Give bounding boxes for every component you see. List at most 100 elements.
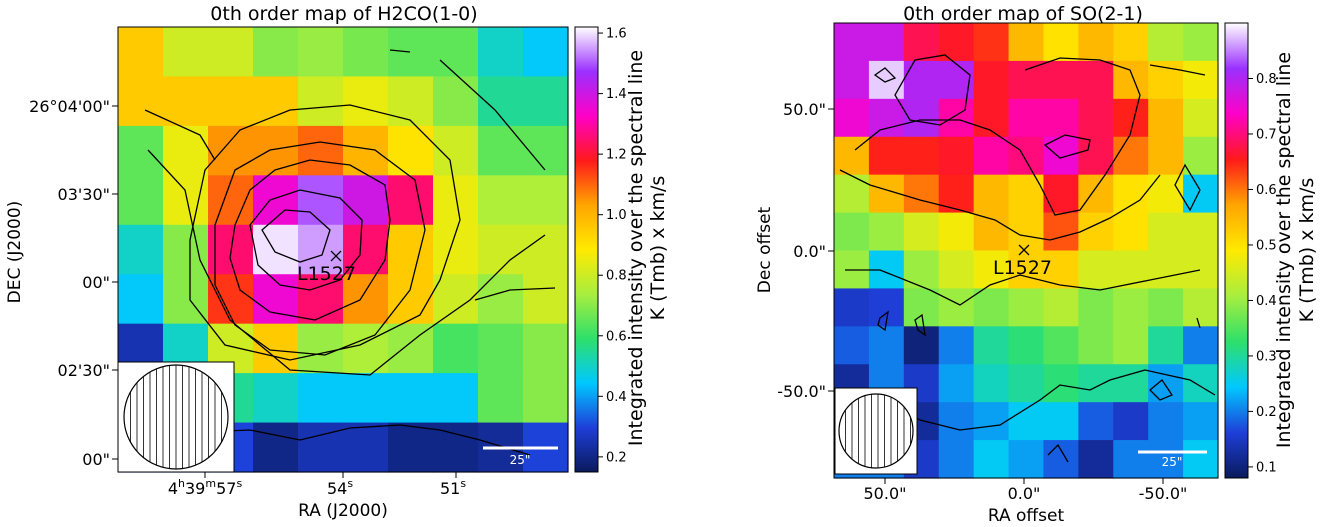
h2co-cell-r0-c9: [523, 27, 569, 78]
so-cell-r5-c2: [903, 212, 940, 252]
so-cell-r6-c10: [1183, 250, 1219, 290]
h2co-panel: 0th order map of H2CO(1-0) L1527: [5, 3, 669, 521]
so-cell-r11-c3: [938, 440, 975, 479]
h2co-cell-r5-c0: [118, 274, 164, 325]
h2co-cell-r8-c7: [433, 422, 479, 473]
h2co-cell-r2-c6: [388, 125, 434, 176]
so-cell-r3-c3: [938, 136, 975, 176]
so-cell-r3-c5: [1008, 136, 1045, 176]
so-cell-r11-c10: [1183, 440, 1219, 479]
so-cell-r8-c1: [868, 326, 905, 365]
h2co-cell-r2-c7: [433, 125, 479, 176]
so-source-label: L1527: [993, 257, 1052, 279]
h2co-ylabel: DEC (J2000): [5, 201, 25, 304]
h2co-cell-r8-c4: [298, 422, 344, 473]
so-panel: 0th order map of SO(2-1) L1527: [755, 3, 1318, 526]
so-cell-r10-c3: [938, 402, 975, 441]
h2co-cell-r3-c3: [253, 175, 299, 226]
so-colorbar-label-line-2: K (Tmb) x km/s: [1296, 178, 1318, 323]
h2co-colorbar-label-line-2: K (Tmb) x km/s: [647, 176, 669, 321]
so-cell-r2-c6: [1043, 98, 1079, 138]
h2co-cell-r5-c8: [478, 274, 524, 325]
h2co-cell-r5-c7: [433, 274, 479, 325]
so-heatmap: [834, 23, 1219, 479]
h2co-cell-r2-c9: [523, 125, 569, 176]
so-cell-r7-c4: [973, 288, 1010, 327]
h2co-cell-r3-c4: [298, 175, 344, 226]
h2co-cell-r3-c6: [388, 175, 434, 226]
h2co-cell-r5-c1: [163, 274, 209, 325]
so-ytick-1: 0.0": [793, 242, 826, 261]
so-cell-r1-c10: [1183, 60, 1219, 100]
h2co-cell-r3-c1: [163, 175, 209, 226]
h2co-cell-r0-c6: [388, 27, 434, 78]
h2co-cell-r6-c7: [433, 323, 479, 374]
h2co-cell-r3-c7: [433, 175, 479, 226]
so-cell-r3-c8: [1113, 136, 1149, 176]
h2co-contours: [144, 49, 556, 456]
h2co-cell-r2-c1: [163, 125, 209, 176]
so-colorbar-tick-2: 0.6: [1256, 183, 1277, 198]
so-ytick-0: 50.0": [783, 100, 826, 119]
h2co-cell-r7-c7: [433, 373, 479, 424]
h2co-cell-r0-c1: [163, 27, 209, 78]
h2co-ytick-2: 00": [82, 273, 110, 292]
so-cell-r5-c8: [1113, 212, 1149, 252]
so-cell-r5-c1: [868, 212, 905, 252]
so-colorbar-tick-5: 0.3: [1256, 349, 1277, 364]
so-cell-r1-c3: [938, 60, 975, 100]
so-cell-r7-c0: [834, 288, 870, 327]
so-cell-r4-c4: [973, 174, 1010, 214]
so-cell-r5-c0: [834, 212, 870, 252]
source-cross-line-2: [330, 250, 342, 262]
so-cell-r1-c5: [1008, 60, 1045, 100]
so-cell-r2-c10: [1183, 98, 1219, 138]
h2co-cell-r0-c8: [478, 27, 524, 78]
so-colorbar-tick-3: 0.5: [1256, 238, 1277, 253]
so-colorbar-tick-6: 0.2: [1256, 405, 1277, 420]
h2co-ytick-0: 26°04'00": [29, 97, 110, 116]
h2co-cell-r3-c8: [478, 175, 524, 226]
so-cell-r2-c1: [868, 98, 905, 138]
so-contours: [839, 54, 1216, 463]
so-cell-r8-c8: [1113, 326, 1149, 365]
so-cell-r6-c4: [973, 250, 1010, 290]
h2co-ytick-3: 02'30": [58, 361, 110, 380]
h2co-colorbar-tick-2: 1.2: [606, 148, 627, 163]
h2co-cell-r1-c7: [433, 76, 479, 127]
h2co-cell-r7-c4: [298, 373, 344, 424]
so-cell-r1-c6: [1043, 60, 1079, 100]
so-cell-r8-c7: [1078, 326, 1114, 365]
h2co-cell-r7-c5: [343, 373, 389, 424]
so-cell-r1-c4: [973, 60, 1010, 100]
h2co-cell-r7-c6: [388, 373, 434, 424]
so-cell-r7-c2: [903, 288, 940, 327]
so-cell-r2-c9: [1148, 98, 1184, 138]
so-scalebar: 25": [1138, 450, 1207, 469]
so-cell-r4-c3: [938, 174, 975, 214]
so-cell-r6-c9: [1148, 250, 1184, 290]
h2co-y-ticks: 26°04'00" 03'30" 00" 02'30" 00": [29, 97, 118, 469]
h2co-colorbar-ticks: 1.6 1.4 1.2 1.0 0.8 0.6 0.4 0.2: [598, 27, 627, 465]
h2co-cell-r6-c9: [523, 323, 569, 374]
so-cell-r10-c10: [1183, 402, 1219, 441]
so-cell-r2-c7: [1078, 98, 1114, 138]
h2co-cell-r4-c1: [163, 224, 209, 275]
so-cell-r5-c6: [1043, 212, 1079, 252]
so-cell-r11-c6: [1043, 440, 1079, 479]
h2co-cell-r4-c0: [118, 224, 164, 275]
so-cell-r9-c5: [1008, 364, 1045, 403]
h2co-cell-r6-c6: [388, 323, 434, 374]
h2co-source-marker: L1527: [297, 250, 356, 285]
h2co-cell-r2-c0: [118, 125, 164, 176]
h2co-colorbar-gradient: [574, 26, 599, 473]
so-cell-r0-c10: [1183, 23, 1219, 62]
h2co-xtick-1: 54s: [327, 477, 353, 498]
so-cell-r2-c2: [903, 98, 940, 138]
so-cell-r11-c4: [973, 440, 1010, 479]
h2co-colorbar-tick-5: 0.6: [606, 329, 627, 344]
so-beam-ellipse: [838, 393, 914, 469]
so-cell-r2-c3: [938, 98, 975, 138]
so-colorbar-ticks: 0.8 0.7 0.6 0.5 0.4 0.3 0.2 0.1: [1248, 72, 1277, 475]
so-cell-r4-c8: [1113, 174, 1149, 214]
